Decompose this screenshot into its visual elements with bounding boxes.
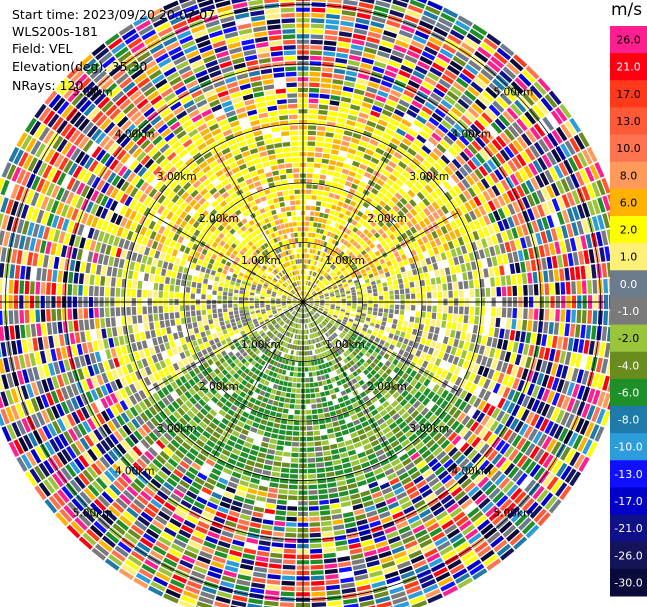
ring-label: 4.00km xyxy=(451,129,491,141)
colorbar-tick-label: 26.0 xyxy=(616,34,641,47)
colorbar-tick-label: 6.0 xyxy=(620,196,638,209)
ring-label: 2.00km xyxy=(199,213,239,225)
colorbar-tick-label: 13.0 xyxy=(616,115,641,128)
ring-label: 2.00km xyxy=(199,381,239,393)
ring-label: 4.00km xyxy=(115,465,155,477)
colorbar-unit: m/s xyxy=(611,0,643,20)
colorbar-swatch xyxy=(610,487,647,516)
colorbar-swatch xyxy=(610,80,647,108)
colorbar-tick-label: -2.0 xyxy=(618,332,639,345)
colorbar-swatch xyxy=(610,243,647,271)
colorbar-swatch xyxy=(610,270,647,298)
ring-label: 1.00km xyxy=(241,339,281,351)
colorbar-swatch xyxy=(610,514,647,543)
azimuth-spoke xyxy=(302,212,458,303)
ring-label: 3.00km xyxy=(409,171,449,183)
colorbar-swatch xyxy=(610,161,647,190)
header-info: Start time: 2023/09/20 20:07:07 WLS200s-… xyxy=(12,6,215,94)
colorbar-tick-label: -1.0 xyxy=(618,305,639,318)
colorbar-swatch xyxy=(610,107,647,136)
nrays-text: NRays: 120 xyxy=(12,77,84,93)
colorbar-swatch xyxy=(610,433,647,461)
colorbar-tick-label: 1.0 xyxy=(620,251,638,264)
colorbar-tick-label: 0.0 xyxy=(620,278,638,291)
colorbar-swatch xyxy=(610,406,647,434)
ring-label: 4.00km xyxy=(115,129,155,141)
azimuth-spoke xyxy=(213,301,304,457)
elevation-text: Elevation(deg): 35.30 xyxy=(12,58,148,74)
ring-label: 5.00km xyxy=(73,507,113,519)
colorbar-tick-label: -4.0 xyxy=(618,359,639,372)
colorbar-swatch xyxy=(610,26,647,54)
azimuth-spoke xyxy=(148,212,304,303)
ring-label: 1.00km xyxy=(325,339,365,351)
colorbar-swatch xyxy=(610,541,647,570)
colorbar-tick-label: -10.0 xyxy=(614,441,642,454)
ring-label: 3.00km xyxy=(157,171,197,183)
azimuth-spoke xyxy=(302,301,393,457)
colorbar-tick-label: 21.0 xyxy=(616,61,641,74)
azimuth-spoke xyxy=(213,147,304,303)
start-time-text: Start time: 2023/09/20 20:07:07 xyxy=(12,7,216,22)
colorbar-tick-label: 2.0 xyxy=(620,224,638,237)
colorbar-swatch xyxy=(610,53,647,81)
azimuth-spoke xyxy=(148,301,304,392)
colorbar-tick-label: 17.0 xyxy=(616,88,641,101)
azimuth-spoke xyxy=(302,147,393,303)
colorbar-tick-label: -30.0 xyxy=(614,576,642,589)
ring-label: 2.00km xyxy=(367,213,407,225)
ring-label: 1.00km xyxy=(241,255,281,267)
colorbar-tick-label: -6.0 xyxy=(618,386,639,399)
colorbar-swatch xyxy=(610,324,647,353)
field-text: Field: VEL xyxy=(12,41,73,57)
colorbar-tick-label: -26.0 xyxy=(614,549,642,562)
ring-label: 1.00km xyxy=(325,255,365,267)
colorbar-swatch xyxy=(610,568,647,597)
ring-label: 3.00km xyxy=(409,423,449,435)
colorbar-swatch xyxy=(610,216,647,244)
colorbar-swatch xyxy=(610,297,647,326)
ring-label: 3.00km xyxy=(157,423,197,435)
ring-label: 4.00km xyxy=(451,465,491,477)
ring-label: 5.00km xyxy=(494,87,534,99)
colorbar-tick-label: 10.0 xyxy=(616,142,641,155)
colorbar-swatch xyxy=(610,134,647,163)
ring-label: 2.00km xyxy=(367,381,407,393)
colorbar-swatch xyxy=(610,460,647,488)
ring-label: 5.00km xyxy=(494,507,534,519)
colorbar-tick-label: -13.0 xyxy=(614,468,642,481)
colorbar-swatch xyxy=(610,188,647,217)
colorbar-tick-label: 8.0 xyxy=(620,169,638,182)
azimuth-spoke xyxy=(302,301,458,392)
colorbar-swatch xyxy=(610,351,647,380)
colorbar-tick-label: -17.0 xyxy=(614,495,642,508)
colorbar-swatch xyxy=(610,378,647,407)
colorbar-tick-label: -21.0 xyxy=(614,522,642,535)
colorbar-tick-label: -8.0 xyxy=(618,414,639,427)
instrument-text: WLS200s-181 xyxy=(12,24,98,40)
ring-label: 5.00km xyxy=(73,87,113,99)
